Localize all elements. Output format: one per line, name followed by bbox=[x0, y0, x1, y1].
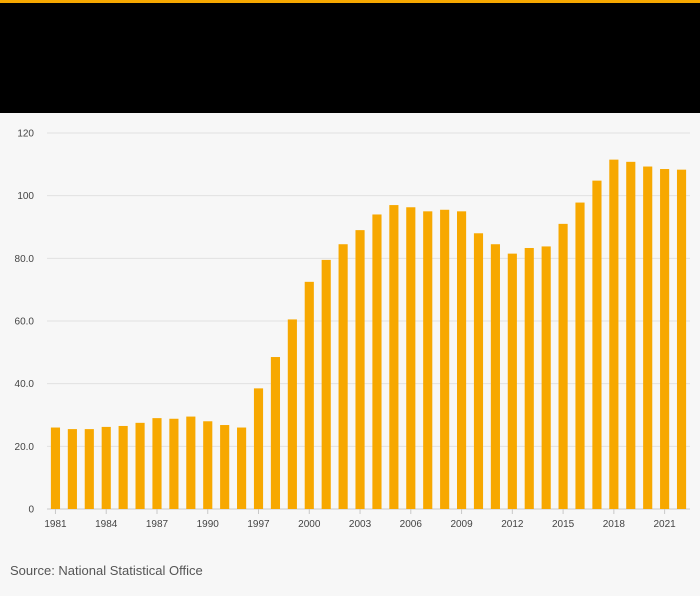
bar-1983 bbox=[84, 429, 94, 509]
bar-1982 bbox=[67, 429, 77, 509]
bar-1993 bbox=[253, 388, 264, 509]
x-tick-label: 2021 bbox=[653, 519, 676, 530]
bar-2012 bbox=[575, 202, 585, 509]
y-tick-label: 120 bbox=[17, 129, 34, 140]
x-tick-label: 1990 bbox=[197, 519, 220, 530]
x-tick-label: 2006 bbox=[400, 519, 423, 530]
x-tick-label: 2012 bbox=[501, 519, 524, 530]
x-tick-label: 2009 bbox=[450, 519, 473, 530]
header-band bbox=[0, 3, 700, 113]
x-tick-label: 1997 bbox=[247, 519, 270, 530]
top-accent-bar bbox=[0, 0, 700, 3]
bar-2003 bbox=[423, 211, 433, 509]
bar-2000 bbox=[372, 214, 382, 509]
bar-1987 bbox=[152, 418, 162, 509]
x-tick-label: 1987 bbox=[146, 519, 169, 530]
bar-2013 bbox=[592, 180, 602, 509]
y-tick-label: 20.0 bbox=[15, 442, 35, 453]
bar-2004 bbox=[440, 209, 450, 509]
bar-1991 bbox=[220, 425, 230, 509]
bar-2009 bbox=[524, 247, 534, 510]
bar-chart: 0 20.0 40.0 60.0 80.0 100 120 1981 1984 1987 1990 1… bbox=[15, 129, 690, 530]
x-tick-label: 2018 bbox=[603, 519, 626, 530]
bar-2005 bbox=[457, 211, 467, 509]
bar-1992 bbox=[237, 427, 247, 509]
bar-2007 bbox=[490, 244, 500, 510]
bar-2018 bbox=[676, 169, 687, 509]
bar-1997 bbox=[321, 259, 331, 509]
chart-area: 0 20.0 40.0 60.0 80.0 100 120 1981 1984 1987 1990 1… bbox=[0, 113, 700, 553]
bar-1989 bbox=[186, 416, 196, 509]
y-tick-label: 80.0 bbox=[15, 254, 35, 265]
bar-1995 bbox=[287, 319, 297, 509]
bar-2016 bbox=[643, 166, 653, 509]
bar-1986 bbox=[135, 422, 145, 509]
y-tick-label: 0 bbox=[28, 505, 34, 516]
bar-2008 bbox=[507, 253, 517, 509]
bar-1988 bbox=[169, 418, 179, 509]
y-tick-label: 40.0 bbox=[15, 379, 35, 390]
bar-2001 bbox=[389, 205, 399, 509]
bar-1990 bbox=[203, 421, 213, 509]
bar-2010 bbox=[541, 246, 551, 509]
x-tick-label: 2015 bbox=[552, 519, 575, 530]
y-tick-label: 100 bbox=[17, 191, 34, 202]
x-tick-label: 1984 bbox=[95, 519, 118, 530]
x-tick-label: 2000 bbox=[298, 519, 321, 530]
y-tick-label: 60.0 bbox=[15, 317, 35, 328]
bar-1999 bbox=[355, 230, 365, 509]
x-tick-label: 2003 bbox=[349, 519, 372, 530]
bar-1985 bbox=[118, 425, 128, 509]
bar-2017 bbox=[660, 169, 670, 509]
x-tick-label: 1981 bbox=[44, 519, 67, 530]
bar-2002 bbox=[406, 207, 416, 509]
source-note: Source: National Statistical Office bbox=[10, 563, 203, 578]
bar-1984 bbox=[101, 426, 111, 509]
bar-1994 bbox=[270, 357, 281, 509]
bar-2006 bbox=[473, 233, 484, 509]
bar-1996 bbox=[304, 281, 314, 509]
bar-2011 bbox=[558, 223, 568, 509]
bar-2015 bbox=[626, 161, 636, 509]
bar-2014 bbox=[609, 159, 619, 509]
bar-1981 bbox=[50, 427, 61, 509]
bar-1998 bbox=[338, 244, 348, 510]
